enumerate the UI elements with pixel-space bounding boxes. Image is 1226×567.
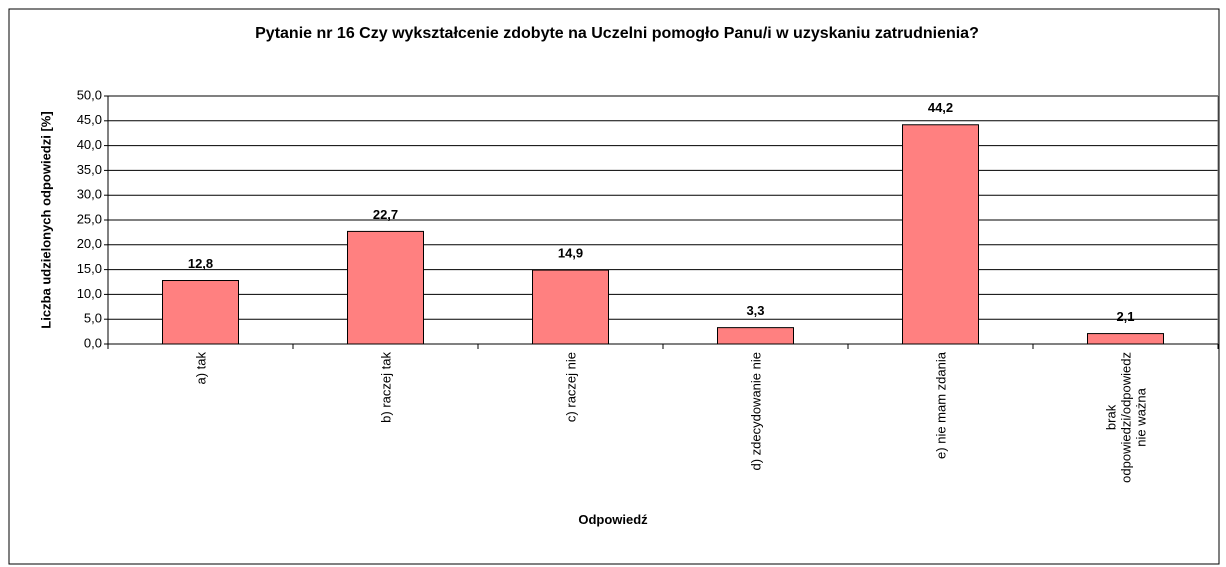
y-tick-label: 10,0	[77, 286, 102, 301]
y-tick-label: 35,0	[77, 162, 102, 177]
value-label: 14,9	[558, 246, 583, 261]
bar	[717, 327, 794, 345]
value-label: 44,2	[928, 100, 953, 115]
y-tick-label: 25,0	[77, 211, 102, 226]
bar	[347, 230, 424, 345]
x-tick-label: brak odpowiedzi/odpowiedz nie ważna	[1103, 352, 1148, 483]
chart-frame	[8, 8, 1220, 565]
bar	[532, 269, 609, 345]
x-tick-label: e) nie mam zdania	[933, 352, 948, 459]
bar	[902, 124, 979, 345]
chart-title: Pytanie nr 16 Czy wykształcenie zdobyte …	[255, 25, 979, 42]
y-tick-label: 15,0	[77, 261, 102, 276]
y-tick-label: 20,0	[77, 236, 102, 251]
y-tick-label: 40,0	[77, 137, 102, 152]
y-axis-title: Liczba udzielonych odpowiedzi [%]	[38, 111, 54, 329]
y-tick-label: 30,0	[77, 187, 102, 202]
y-tick-label: 5,0	[84, 311, 102, 326]
y-tick-label: 50,0	[77, 87, 102, 102]
bar	[162, 280, 239, 345]
y-tick-label: 0,0	[84, 335, 102, 350]
y-tick-label: 45,0	[77, 112, 102, 127]
value-label: 12,8	[188, 256, 213, 271]
bar	[1087, 333, 1164, 345]
value-label: 2,1	[1116, 309, 1134, 324]
x-axis-title: Odpowiedź	[578, 512, 648, 527]
value-label: 22,7	[373, 207, 398, 222]
value-label: 3,3	[746, 303, 764, 318]
x-tick-label: c) raczej nie	[563, 352, 578, 423]
x-tick-label: a) tak	[193, 352, 208, 385]
x-tick-label: b) raczej tak	[378, 352, 393, 423]
x-tick-label: d) zdecydowanie nie	[748, 352, 763, 471]
